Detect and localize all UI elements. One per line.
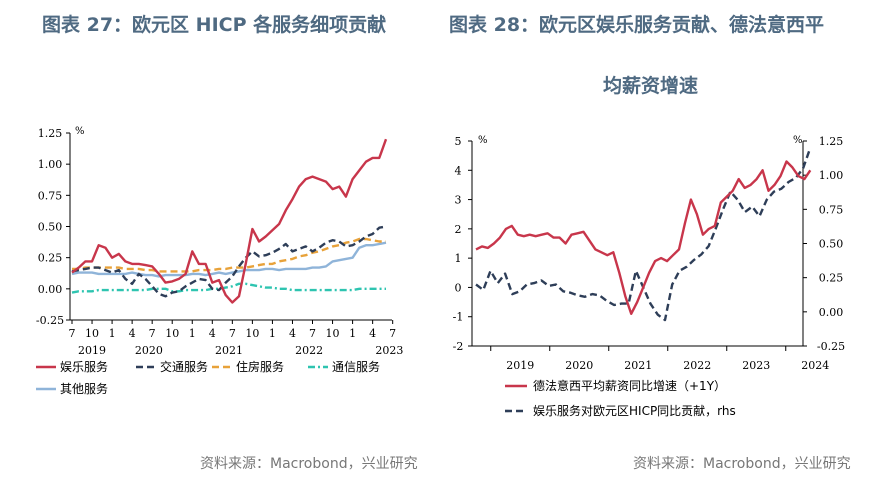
right-year-label: 2019 (506, 359, 534, 372)
right-legend-label: 德法意西平均薪资同比增速（+1Y） (533, 378, 726, 393)
left-month-label: 10 (245, 327, 259, 340)
left-series-line-2 (72, 237, 386, 273)
right-left-y-tick-label: -1 (453, 311, 464, 324)
right-right-y-tick-label: 0.50 (819, 238, 844, 251)
left-month-label: 10 (85, 327, 99, 340)
right-left-y-tick-label: 4 (455, 164, 462, 177)
left-month-label: 7 (389, 327, 396, 340)
left-month-label: 10 (165, 327, 179, 340)
left-y-tick-label: 0.00 (38, 283, 63, 296)
right-right-y-tick-label: 0.00 (819, 306, 844, 319)
right-right-y-tick-label: 0.25 (819, 272, 844, 285)
left-unit-label: % (75, 126, 85, 137)
left-chart-title: 图表 27：欧元区 HICP 各服务细项贡献 (42, 14, 387, 36)
right-left-y-tick-label: 1 (455, 252, 462, 265)
right-legend-label: 娱乐服务对欧元区HICP同比贡献，rhs (533, 403, 736, 418)
right-chart-title-line1: 图表 28：欧元区娱乐服务贡献、德法意西平 (449, 14, 825, 36)
left-year-label: 2022 (295, 344, 323, 357)
left-month-label: 7 (309, 327, 316, 340)
right-left-y-tick-label: 0 (455, 281, 462, 294)
left-month-label: 1 (189, 327, 196, 340)
left-month-label: 7 (149, 327, 156, 340)
left-y-tick-label: 0.50 (38, 221, 63, 234)
left-year-label: 2019 (78, 344, 106, 357)
left-year-label: 2023 (375, 344, 403, 357)
right-right-y-tick-label: -0.25 (817, 340, 845, 353)
left-legend-label: 其他服务 (60, 381, 108, 396)
left-y-tick-label: 1.25 (38, 127, 63, 140)
left-month-label: 1 (109, 327, 116, 340)
left-y-tick-label: 0.75 (38, 189, 63, 202)
left-year-label: 2021 (215, 344, 243, 357)
right-chart-title-line2: 均薪资增速 (603, 75, 699, 97)
left-year-label: 2020 (135, 344, 163, 357)
right-year-label: 2022 (683, 359, 711, 372)
right-right-unit-label: % (793, 135, 803, 146)
right-left-y-tick-label: 5 (455, 135, 462, 148)
left-y-tick-label: -0.25 (36, 314, 64, 327)
left-month-label: 10 (326, 327, 340, 340)
left-month-label: 4 (289, 327, 296, 340)
left-y-tick-label: 0.25 (38, 252, 63, 265)
right-left-unit-label: % (478, 135, 488, 146)
right-left-y-tick-label: -2 (453, 340, 464, 353)
right-year-label: 2023 (742, 359, 770, 372)
left-series-line-3 (71, 282, 386, 294)
left-month-label: 7 (229, 327, 236, 340)
left-month-label: 1 (349, 327, 356, 340)
right-year-label: 2020 (565, 359, 593, 372)
right-year-label: 2021 (624, 359, 652, 372)
left-source-note: 资料来源：Macrobond，兴业研究 (200, 456, 418, 472)
right-right-y-tick-label: 1.25 (819, 135, 844, 148)
left-series-line-0 (71, 138, 388, 304)
left-legend-label: 通信服务 (332, 359, 380, 374)
right-source-note: 资料来源：Macrobond，兴业研究 (633, 456, 851, 472)
right-left-y-tick-label: 3 (455, 194, 462, 207)
left-month-label: 1 (269, 327, 276, 340)
right-right-y-tick-label: 1.00 (819, 169, 844, 182)
left-month-label: 7 (69, 327, 76, 340)
left-legend-label: 住房服务 (236, 359, 284, 374)
right-series-line-wages (475, 160, 812, 315)
left-series-line-4 (71, 241, 387, 278)
left-y-tick-label: 1.00 (38, 158, 63, 171)
right-left-y-tick-label: 2 (455, 223, 462, 236)
left-series-line-1 (71, 225, 387, 298)
left-month-label: 4 (369, 327, 376, 340)
left-legend-label: 娱乐服务 (60, 359, 108, 374)
right-right-y-tick-label: 0.75 (819, 203, 844, 216)
right-year-label: 2024 (801, 359, 829, 372)
left-legend-label: 交通服务 (160, 359, 208, 374)
left-month-label: 4 (129, 327, 136, 340)
left-month-label: 4 (209, 327, 216, 340)
